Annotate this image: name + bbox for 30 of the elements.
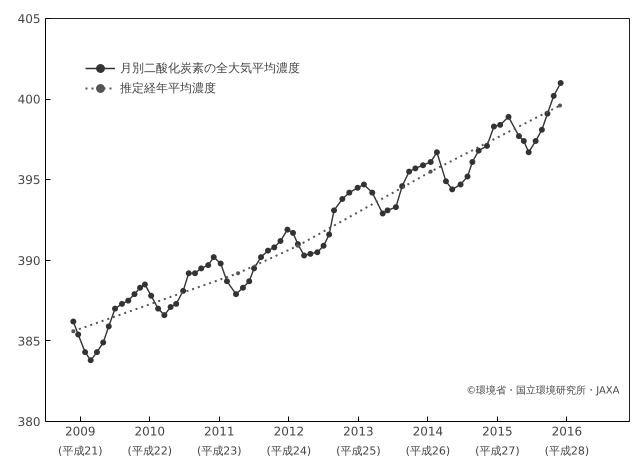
x-tick-label: 2013 <box>343 424 374 438</box>
point <box>296 244 300 248</box>
point <box>71 329 76 334</box>
x-tick-label: 2015 <box>482 424 513 438</box>
text: (平成25) <box>336 444 381 458</box>
x-tick-label: 2016 <box>552 424 582 438</box>
text: (平成28) <box>544 444 590 458</box>
text: (平成26) <box>406 444 450 458</box>
x-tick-label: 2009 <box>64 424 96 438</box>
x-tick-label: 2010 <box>134 424 166 438</box>
y-tick-label: 385 <box>18 334 40 348</box>
x-tick-label: 2012 <box>274 424 304 438</box>
legend-label: 推定経年平均濃度 <box>120 80 216 96</box>
y-tick-label: 395 <box>18 173 40 188</box>
y-tick-label: 380 <box>18 415 40 429</box>
legend-label: 月別二酸化炭素の全大気平均濃度 <box>120 60 300 76</box>
y-tick-label: 405 <box>18 12 40 26</box>
text: (平成21) <box>58 444 103 458</box>
point <box>236 271 240 276</box>
x-tick-label: 2011 <box>204 424 235 438</box>
point <box>428 170 433 174</box>
text: (平成22) <box>127 444 172 458</box>
text: (平成23) <box>197 444 242 458</box>
y-tick-label: 400 <box>18 92 40 107</box>
x-tick-label: 2014 <box>412 424 444 438</box>
point <box>558 104 562 108</box>
text: (平成27) <box>475 444 520 458</box>
text: (平成24) <box>266 444 312 458</box>
annotation: ©環境省・国立環境研究所・JAXA <box>466 384 620 396</box>
y-tick-label: 390 <box>18 254 40 268</box>
